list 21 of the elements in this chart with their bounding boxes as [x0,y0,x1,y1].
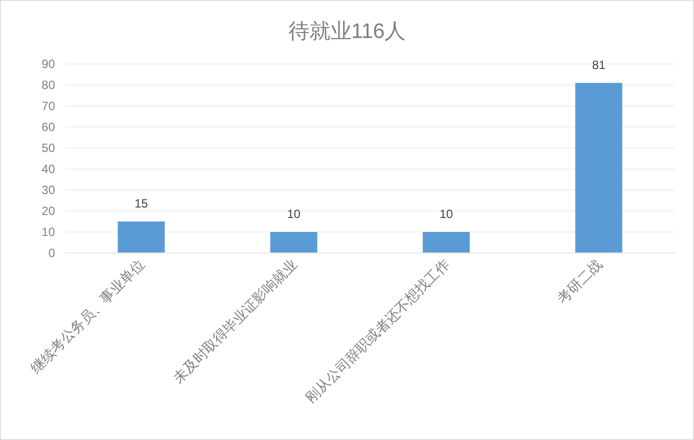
data-label: 15 [134,196,148,210]
bar [422,232,470,253]
chart-title: 待就业116人 [288,20,406,43]
y-tick-label: 70 [42,99,56,113]
y-tick-label: 90 [42,57,56,71]
data-label: 10 [440,207,454,221]
bar [118,222,165,253]
y-tick-label: 20 [42,204,56,218]
data-label: 81 [592,58,606,72]
bar [575,82,622,253]
data-label: 10 [287,207,301,221]
x-tick-label: 未及时取得毕业证影响就业 [170,256,300,386]
x-tick-label: 考研二战 [554,256,605,307]
y-tick-label: 10 [42,225,56,239]
x-tick-label: 刚从公司辞职或者还不想找工作 [302,256,452,406]
y-tick-label: 50 [42,141,56,155]
y-tick-label: 30 [42,183,56,197]
y-tick-label: 60 [42,120,56,134]
y-tick-label: 80 [42,78,56,92]
y-tick-label: 40 [42,162,56,176]
bar [270,232,318,253]
